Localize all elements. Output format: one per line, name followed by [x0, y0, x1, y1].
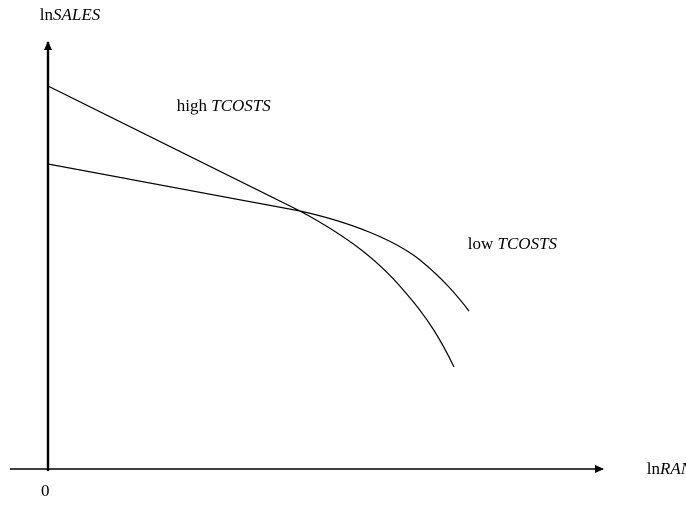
origin-label: 0: [41, 481, 50, 500]
x-axis-label-prefix: ln: [647, 459, 661, 478]
low-tcosts-label-var: TCOSTS: [498, 234, 558, 253]
x-axis-label-var: RANK: [659, 459, 686, 478]
y-axis-label-var: SALES: [53, 5, 101, 24]
x-axis-label: lnRANK: [617, 459, 686, 478]
high-tcosts-label-var: TCOSTS: [211, 96, 271, 115]
high-tcosts-label-prefix: high: [177, 96, 211, 115]
y-axis-label: lnSALES: [10, 5, 121, 24]
low-tcosts-label: low TCOSTS: [438, 234, 578, 253]
low-tcosts-curve: [47, 163, 470, 312]
low-tcosts-label-prefix: low: [468, 234, 498, 253]
high-tcosts-curve: [47, 85, 455, 368]
y-axis-label-prefix: ln: [40, 5, 54, 24]
high-tcosts-label: high TCOSTS: [147, 96, 292, 115]
